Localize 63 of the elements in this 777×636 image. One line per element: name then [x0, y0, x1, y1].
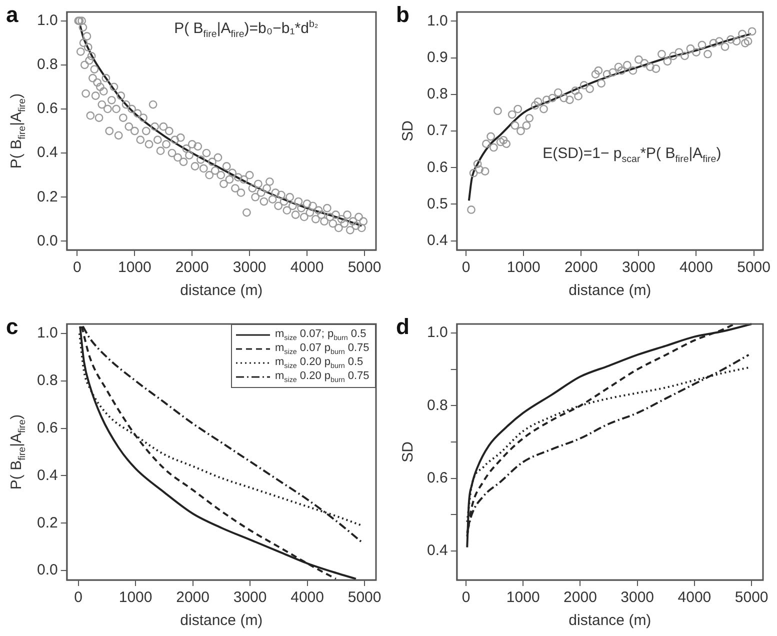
y-tick-label: 0.5	[426, 195, 448, 212]
y-tick-label: 0.0	[36, 562, 58, 579]
x-tick-label: 5000	[348, 589, 382, 606]
y-tick-label: 0.2	[36, 514, 58, 532]
x-axis-title: distance (m)	[568, 612, 652, 630]
x-tick-label: 3000	[233, 589, 267, 606]
x-tick-label: 2000	[175, 259, 209, 276]
x-tick-label: 3000	[620, 589, 654, 606]
chart-title: a	[6, 2, 18, 28]
y-tick-label: 1.0	[426, 12, 448, 30]
y-tick-label: 0.6	[36, 100, 58, 118]
y-tick-label: 0.6	[426, 158, 448, 176]
legend-label: m$_{size}$ 0.07 p$_{burn}$ 0.75	[275, 342, 370, 356]
x-tick-label: 2000	[564, 259, 598, 276]
x-tick-label: 1000	[506, 589, 540, 606]
chart-title: d	[396, 314, 410, 340]
annotation: P( B$_{fire}$|A$_{fire}$)=b₀−b₁*d$^{b₂}$	[174, 19, 318, 40]
y-axis-title: SD	[400, 442, 416, 462]
y-tick-label: 0.8	[426, 86, 448, 103]
chart-title: b	[396, 2, 410, 28]
y-tick-label: 0.8	[36, 372, 58, 390]
y-tick-label: 0.2	[36, 188, 58, 206]
x-axis-title: distance (m)	[180, 612, 263, 630]
x-tick-label: 3000	[232, 259, 266, 276]
chart-title: c	[6, 314, 18, 340]
y-tick-label: 0.4	[36, 466, 58, 484]
y-tick-label: 0.8	[426, 396, 448, 414]
x-axis-title: distance (m)	[180, 282, 263, 300]
x-tick-label: 4000	[290, 259, 324, 276]
y-tick-label: 1.0	[36, 324, 58, 342]
x-tick-label: 4000	[680, 259, 713, 276]
x-tick-label: 1000	[118, 259, 152, 276]
x-tick-label: 1000	[506, 259, 540, 276]
x-tick-label: 1000	[118, 589, 152, 606]
x-tick-label: 0	[462, 259, 470, 276]
annotation: E(SD)=1− p$_{scar}$*P( B$_{fire}$|A$_{fire}$)	[542, 145, 722, 166]
x-tick-label: 2000	[564, 589, 597, 606]
x-axis-title: distance (m)	[568, 282, 652, 300]
x-tick-label: 2000	[176, 589, 210, 606]
y-tick-label: 0.6	[36, 419, 58, 436]
x-tick-label: 0	[462, 589, 470, 606]
y-tick-label: 1.0	[426, 324, 448, 342]
x-tick-label: 3000	[622, 259, 656, 276]
y-tick-label: 0.8	[36, 56, 58, 74]
y-tick-label: 0.4	[36, 144, 58, 162]
y-tick-label: 0.4	[426, 232, 448, 249]
y-tick-label: 0.6	[426, 469, 448, 486]
y-tick-label: 0.0	[36, 232, 58, 250]
x-tick-label: 5000	[737, 259, 770, 276]
legend-label: m$_{size}$ 0.20 p$_{burn}$ 0.5	[275, 356, 364, 370]
legend-label: m$_{size}$ 0.07; p$_{burn}$ 0.5	[275, 328, 366, 342]
legend-label: m$_{size}$ 0.20 p$_{burn}$ 0.75	[275, 370, 370, 384]
x-tick-label: 5000	[734, 589, 768, 606]
x-tick-label: 4000	[678, 589, 712, 606]
y-tick-label: 0.7	[426, 122, 448, 140]
y-tick-label: 1.0	[36, 12, 58, 29]
x-tick-label: 0	[74, 589, 82, 606]
x-tick-label: 4000	[290, 589, 324, 606]
y-axis-title: SD	[400, 120, 416, 142]
x-tick-label: 5000	[348, 259, 382, 276]
y-tick-label: 0.4	[426, 542, 448, 560]
y-tick-label: 0.9	[426, 48, 448, 66]
x-tick-label: 0	[73, 259, 82, 276]
